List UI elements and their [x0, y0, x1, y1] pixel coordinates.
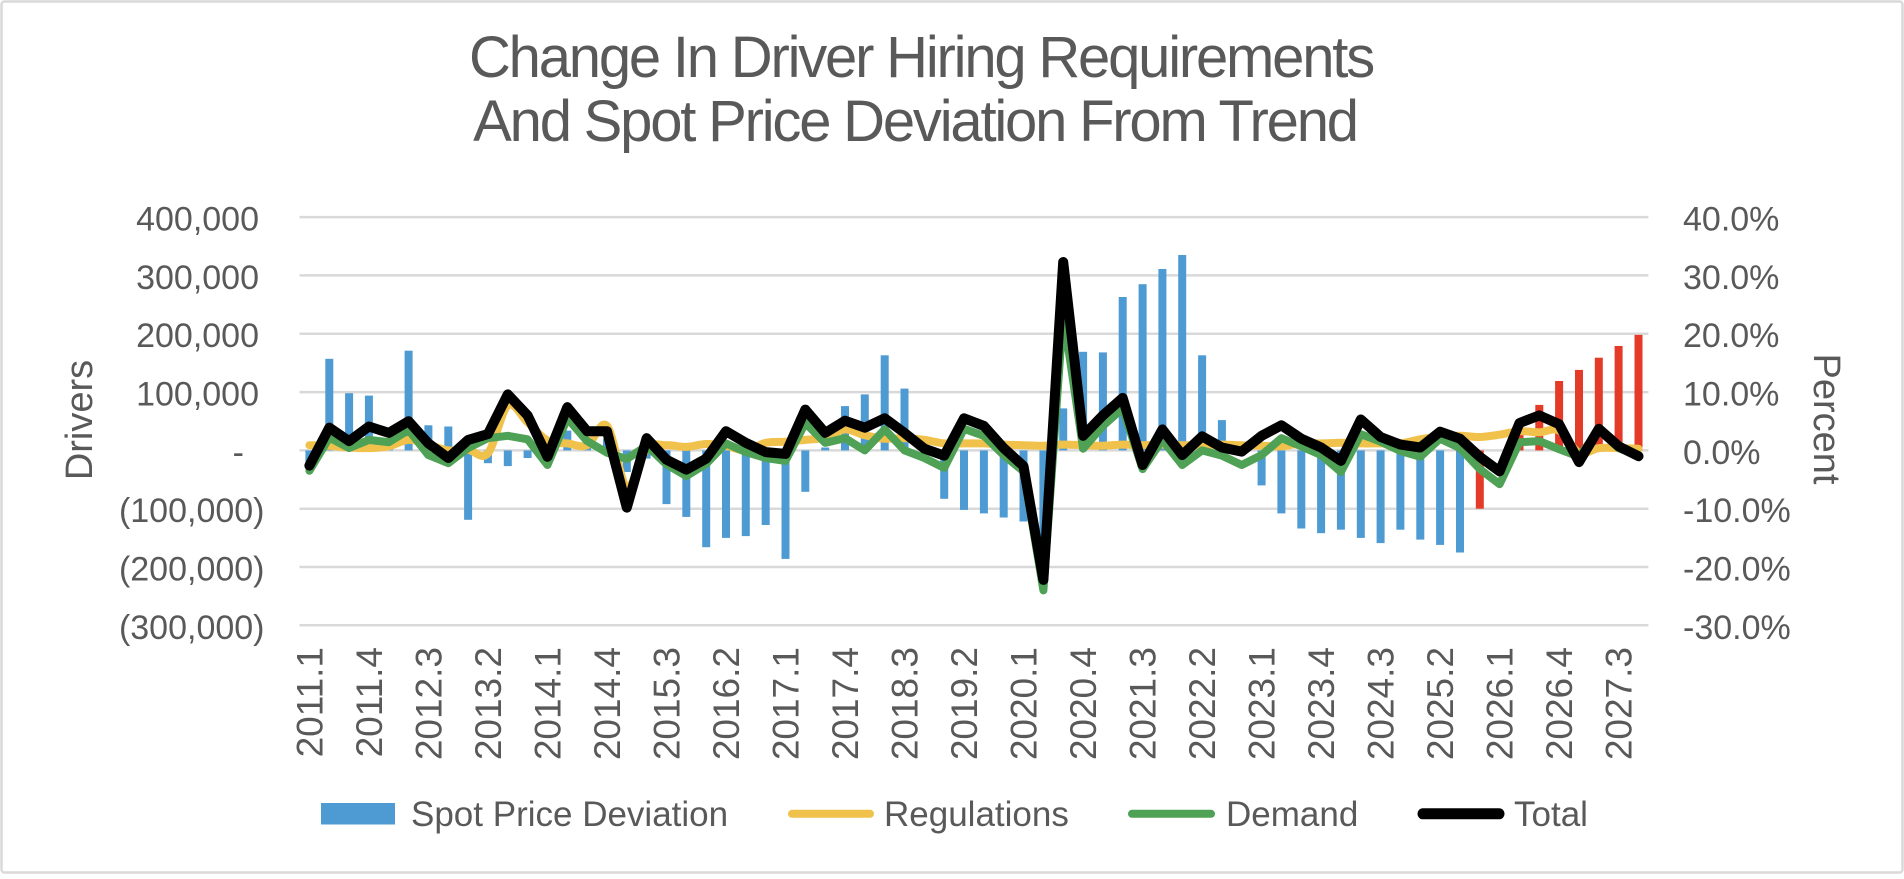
svg-text:(200,000): (200,000)	[119, 551, 265, 589]
svg-text:(100,000): (100,000)	[119, 492, 265, 530]
svg-text:2018.3: 2018.3	[885, 647, 926, 760]
svg-text:(300,000): (300,000)	[119, 609, 265, 647]
svg-text:200,000: 200,000	[136, 317, 259, 355]
svg-text:2017.4: 2017.4	[825, 647, 866, 760]
svg-text:2022.2: 2022.2	[1182, 647, 1223, 760]
svg-text:2014.1: 2014.1	[528, 647, 569, 760]
svg-text:2027.3: 2027.3	[1599, 647, 1640, 760]
svg-text:Drivers: Drivers	[59, 360, 101, 480]
svg-text:100,000: 100,000	[136, 376, 259, 414]
svg-text:40.0%: 40.0%	[1683, 201, 1779, 239]
svg-text:2025.2: 2025.2	[1420, 647, 1461, 760]
svg-text:2021.3: 2021.3	[1123, 647, 1164, 760]
svg-text:2023.1: 2023.1	[1242, 647, 1283, 760]
svg-text:2026.4: 2026.4	[1539, 647, 1580, 760]
svg-text:Change In Driver Hiring Requir: Change In Driver Hiring Requirements	[469, 25, 1373, 90]
svg-text:20.0%: 20.0%	[1683, 317, 1779, 355]
svg-text:2011.1: 2011.1	[289, 647, 330, 757]
svg-text:2013.2: 2013.2	[468, 647, 509, 760]
svg-text:2015.3: 2015.3	[647, 647, 688, 760]
svg-text:2023.4: 2023.4	[1301, 647, 1342, 760]
svg-text:Regulations: Regulations	[884, 795, 1069, 834]
svg-text:10.0%: 10.0%	[1683, 376, 1779, 414]
svg-text:2016.2: 2016.2	[706, 647, 747, 760]
svg-text:-20.0%: -20.0%	[1683, 551, 1791, 589]
svg-text:2024.3: 2024.3	[1361, 647, 1402, 760]
svg-text:Demand: Demand	[1226, 795, 1358, 834]
svg-text:2017.1: 2017.1	[766, 647, 807, 760]
svg-text:-: -	[233, 434, 244, 472]
svg-text:300,000: 300,000	[136, 259, 259, 297]
svg-text:Spot Price Deviation: Spot Price Deviation	[411, 795, 728, 834]
svg-text:2019.2: 2019.2	[944, 647, 985, 760]
svg-text:2020.1: 2020.1	[1004, 647, 1045, 760]
svg-text:And Spot Price Deviation From: And Spot Price Deviation From Trend	[473, 89, 1357, 154]
svg-text:-30.0%: -30.0%	[1683, 609, 1791, 647]
svg-text:30.0%: 30.0%	[1683, 259, 1779, 297]
svg-text:2020.4: 2020.4	[1063, 647, 1104, 760]
svg-text:2012.3: 2012.3	[408, 647, 449, 760]
svg-text:400,000: 400,000	[136, 201, 259, 239]
svg-text:Percent: Percent	[1805, 354, 1847, 485]
svg-text:Total: Total	[1514, 795, 1588, 834]
svg-text:2011.4: 2011.4	[349, 647, 390, 757]
svg-text:-10.0%: -10.0%	[1683, 492, 1791, 530]
svg-text:0.0%: 0.0%	[1683, 434, 1761, 472]
svg-text:2014.4: 2014.4	[587, 647, 628, 760]
svg-text:2026.1: 2026.1	[1480, 647, 1521, 760]
